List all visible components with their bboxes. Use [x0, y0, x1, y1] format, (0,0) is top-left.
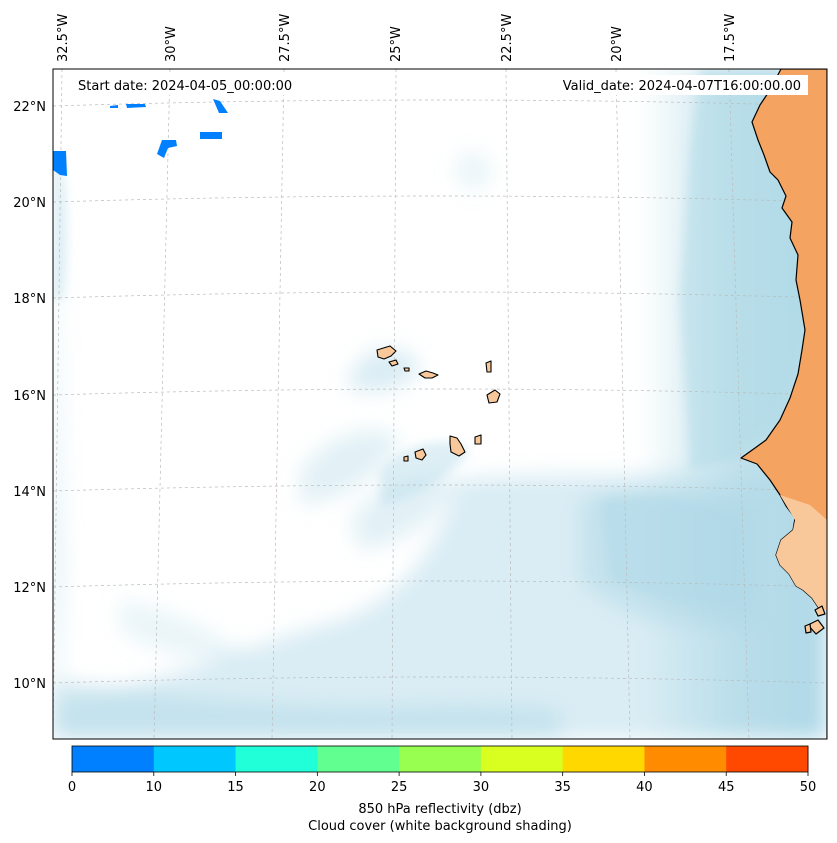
- island-santiago: [449, 435, 466, 457]
- latitude-tick-labels: 22°N 20°N 18°N 16°N 14°N 12°N 10°N: [13, 100, 46, 692]
- colorbar-swatch: [644, 746, 727, 772]
- island-guinea: [804, 623, 812, 634]
- african-continent: [740, 69, 827, 739]
- lat-tick-label: 12°N: [13, 581, 46, 596]
- island-boa-vista: [486, 389, 501, 404]
- reflectivity-cell: [200, 132, 222, 139]
- colorbar-swatches: [72, 746, 809, 772]
- colorbar-tick-label: 10: [146, 780, 163, 795]
- colorbar-swatch: [317, 746, 400, 772]
- start-date-label: Start date: 2024-04-05_00:00:00: [78, 79, 292, 94]
- lat-tick-label: 10°N: [13, 677, 46, 692]
- start-date-box: [72, 75, 352, 95]
- longitude-tick-labels: 32.5°W 30°W 27.5°W 25°W 22.5°W 20°W 17.5…: [56, 14, 738, 62]
- colorbar-tick-label: 50: [800, 780, 817, 795]
- colorbar-ticks: 0 10 15 20 25 30 35 40 45 50: [68, 772, 816, 795]
- island-sao-nicolau: [418, 370, 439, 379]
- cape-verde-islands: [376, 345, 501, 462]
- island-santo-antao: [376, 345, 397, 360]
- colorbar-swatch: [562, 746, 645, 772]
- colorbar-tick-label: 25: [391, 780, 408, 795]
- colorbar-tick-label: 40: [636, 780, 653, 795]
- colorbar-swatch: [153, 746, 237, 772]
- colorbar-label-line2: Cloud cover (white background shading): [308, 819, 572, 834]
- lon-tick-label: 20°W: [610, 26, 625, 62]
- colorbar-swatch: [726, 746, 809, 772]
- colorbar-swatch: [72, 746, 155, 772]
- island-sao-vicente: [388, 359, 399, 367]
- colorbar-tick-label: 35: [554, 780, 571, 795]
- island-guinea: [807, 619, 825, 635]
- lon-tick-label: 25°W: [389, 26, 404, 62]
- lat-tick-label: 20°N: [13, 196, 46, 211]
- valid-date-label: Valid_date: 2024-04-07T16:00:00.00: [563, 79, 801, 94]
- lat-tick-label: 16°N: [13, 389, 46, 404]
- colorbar-tick-label: 30: [473, 780, 490, 795]
- reflectivity-cell: [157, 140, 177, 158]
- island-fogo: [414, 448, 427, 461]
- colorbar-swatch: [480, 746, 564, 772]
- lon-tick-label: 32.5°W: [56, 14, 71, 62]
- lat-tick-label: 14°N: [13, 485, 46, 500]
- colorbar-label-line1: 850 hPa reflectivity (dbz): [358, 802, 521, 817]
- colorbar-swatch: [399, 746, 482, 772]
- colorbar: 0 10 15 20 25 30 35 40 45 50 850 hPa reflectivity…: [68, 745, 816, 834]
- island-santa-luzia: [403, 367, 410, 372]
- colorbar-tick-label: 45: [718, 780, 735, 795]
- reflectivity-cell: [126, 104, 146, 108]
- island-sal: [485, 360, 492, 373]
- colorbar-tick-label: 15: [227, 780, 244, 795]
- colorbar-tick-label: 20: [309, 780, 326, 795]
- colorbar-swatch: [235, 746, 318, 772]
- colorbar-tick-label: 0: [68, 780, 76, 795]
- reflectivity-cell: [110, 105, 118, 108]
- lon-tick-label: 22.5°W: [500, 14, 515, 62]
- graticule: [53, 69, 827, 739]
- lon-tick-label: 27.5°W: [278, 14, 293, 62]
- lat-tick-label: 18°N: [13, 292, 46, 307]
- valid-date-box: [540, 75, 808, 95]
- reflectivity-cells: [53, 99, 228, 176]
- reflectivity-cell: [213, 99, 228, 113]
- lon-tick-label: 17.5°W: [723, 14, 738, 62]
- colorbar-frame: [71, 745, 809, 773]
- map-frame: [52, 68, 828, 740]
- island-guinea: [814, 605, 826, 617]
- land-mass-light: [776, 495, 827, 610]
- lon-tick-label: 30°W: [164, 26, 179, 62]
- lat-tick-label: 22°N: [13, 100, 46, 115]
- reflectivity-cell: [53, 151, 67, 176]
- island-brava: [403, 455, 409, 462]
- island-maio: [474, 434, 482, 445]
- map-area: [53, 69, 827, 739]
